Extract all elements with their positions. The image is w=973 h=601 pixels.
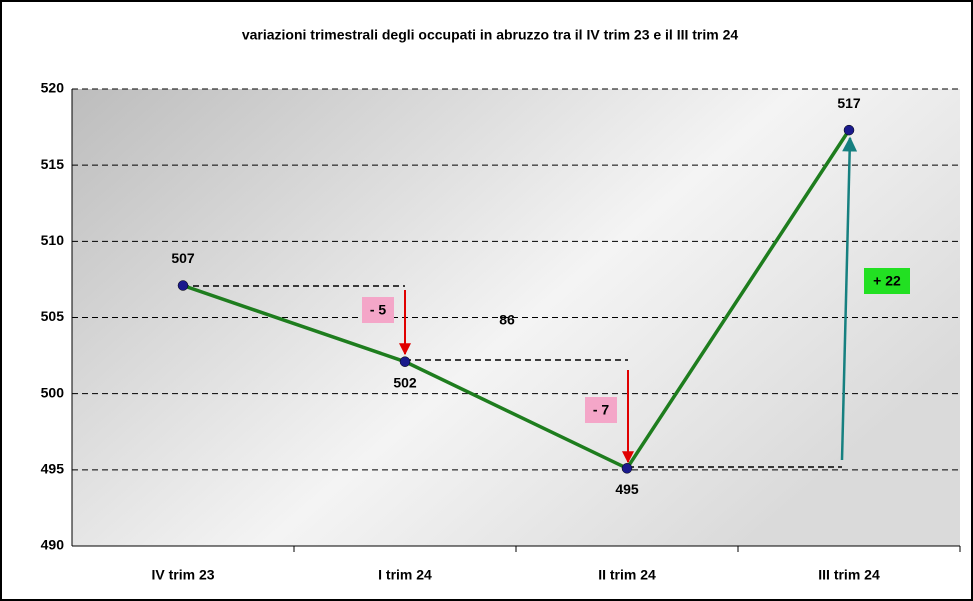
series-line — [182, 129, 851, 471]
y-tick-label: 505 — [41, 308, 65, 324]
marker — [399, 356, 411, 367]
y-tick-label: 490 — [41, 537, 65, 553]
marker — [177, 280, 189, 291]
y-tick-label: 510 — [41, 232, 65, 248]
annotation-box — [585, 397, 617, 423]
x-tick-label: II trim 24 — [598, 567, 656, 583]
x-tick-label: I trim 24 — [378, 567, 432, 583]
data-label: 502 — [393, 374, 417, 390]
y-tick-label: 520 — [41, 80, 65, 96]
y-tick-label: 495 — [41, 461, 65, 477]
marker — [843, 124, 855, 136]
annotation: 86 — [499, 312, 515, 328]
data-label: 495 — [615, 481, 639, 497]
annotation: + 22 — [873, 273, 901, 289]
x-tick-label: IV trim 23 — [151, 567, 214, 583]
x-tick-label: III trim 24 — [818, 567, 880, 583]
helpers — [183, 285, 842, 468]
y-tick-label: 500 — [41, 384, 65, 400]
arrow — [840, 136, 858, 461]
annotation-box — [864, 268, 910, 294]
annotation: - 5 — [370, 302, 387, 318]
annotation-box — [362, 297, 394, 323]
annotation: - 7 — [593, 402, 610, 418]
chart-title: variazioni trimestrali degli occupati in… — [242, 27, 739, 43]
y-tick-label: 515 — [41, 156, 65, 172]
data-label: 507 — [171, 250, 195, 266]
marker — [621, 463, 633, 474]
data-label: 517 — [837, 95, 861, 111]
